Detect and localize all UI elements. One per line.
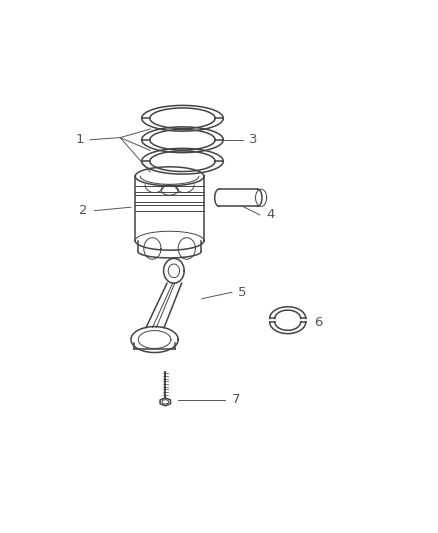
Text: 2: 2 (79, 204, 88, 217)
Text: 6: 6 (314, 316, 322, 329)
Text: 4: 4 (266, 208, 275, 221)
Text: 7: 7 (232, 393, 240, 406)
Text: 5: 5 (238, 286, 247, 299)
Text: 3: 3 (249, 133, 258, 146)
Text: 1: 1 (75, 133, 84, 146)
